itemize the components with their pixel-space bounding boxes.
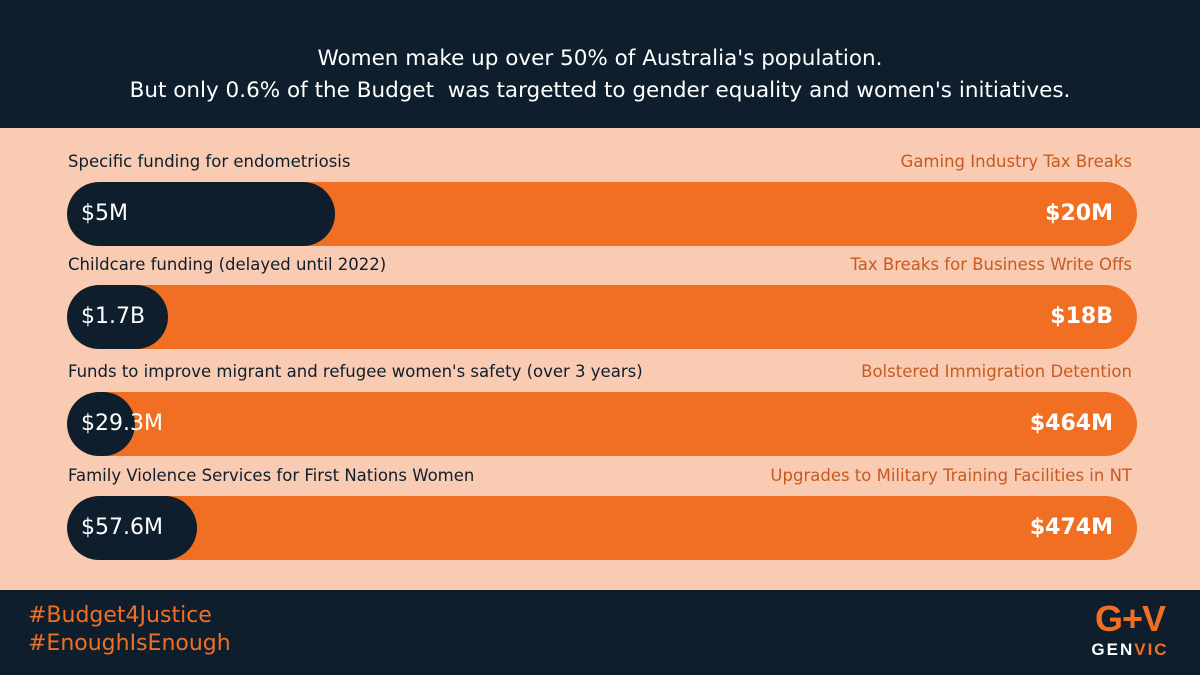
comparison-funding-value: $464M (1029, 411, 1113, 436)
comparison-bar: $57.6M $474M (67, 496, 1137, 560)
logo-wordmark: GENVIC (1090, 640, 1170, 660)
comparison-row-childcare: Childcare funding (delayed until 2022) T… (0, 255, 1200, 355)
genvic-logo: G+V GENVIC (1090, 600, 1170, 666)
women-funding-label: Funds to improve migrant and refugee wom… (68, 362, 643, 381)
comparison-row-migrant-safety: Funds to improve migrant and refugee wom… (0, 362, 1200, 462)
comparison-funding-label: Upgrades to Military Training Facilities… (770, 466, 1132, 485)
comparison-bar: $1.7B $18B (67, 285, 1137, 349)
women-funding-value: $57.6M (81, 515, 163, 540)
headline-line-1: Women make up over 50% of Australia's po… (317, 46, 883, 71)
logo-word-vic: VIC (1134, 640, 1169, 659)
headline-line-2: But only 0.6% of the Budget was targette… (129, 78, 1071, 103)
hashtag-budget4justice: #Budget4Justice (28, 603, 212, 628)
comparison-funding-label: Bolstered Immigration Detention (861, 362, 1132, 381)
comparison-row-endometriosis: Specific funding for endometriosis Gamin… (0, 152, 1200, 252)
comparison-funding-value: $20M (1045, 201, 1113, 226)
comparison-row-family-violence: Family Violence Services for First Natio… (0, 466, 1200, 566)
header-banner: Women make up over 50% of Australia's po… (0, 0, 1200, 128)
women-funding-bar (67, 182, 335, 246)
comparison-funding-value: $474M (1029, 515, 1113, 540)
logo-word-gen: GEN (1091, 640, 1135, 659)
hashtag-enoughisenough: #EnoughIsEnough (28, 631, 231, 656)
footer-banner: #Budget4Justice #EnoughIsEnough G+V GENV… (0, 590, 1200, 675)
comparison-funding-label: Gaming Industry Tax Breaks (900, 152, 1132, 171)
comparison-bar: $29.3M $464M (67, 392, 1137, 456)
women-funding-label: Childcare funding (delayed until 2022) (68, 255, 387, 274)
comparison-bar: $5M $20M (67, 182, 1137, 246)
comparison-funding-value: $18B (1050, 304, 1113, 329)
women-funding-label: Specific funding for endometriosis (68, 152, 351, 171)
women-funding-value: $29.3M (81, 411, 163, 436)
women-funding-value: $5M (81, 201, 128, 226)
women-funding-bar (67, 392, 135, 456)
hashtags: #Budget4Justice #EnoughIsEnough (28, 602, 231, 658)
logo-mark: G+V (1094, 598, 1166, 639)
women-funding-value: $1.7B (81, 304, 146, 329)
women-funding-label: Family Violence Services for First Natio… (68, 466, 475, 485)
comparison-funding-label: Tax Breaks for Business Write Offs (850, 255, 1132, 274)
women-funding-bar (67, 496, 198, 560)
comparison-chart: Specific funding for endometriosis Gamin… (0, 128, 1200, 590)
women-funding-bar (67, 285, 169, 349)
